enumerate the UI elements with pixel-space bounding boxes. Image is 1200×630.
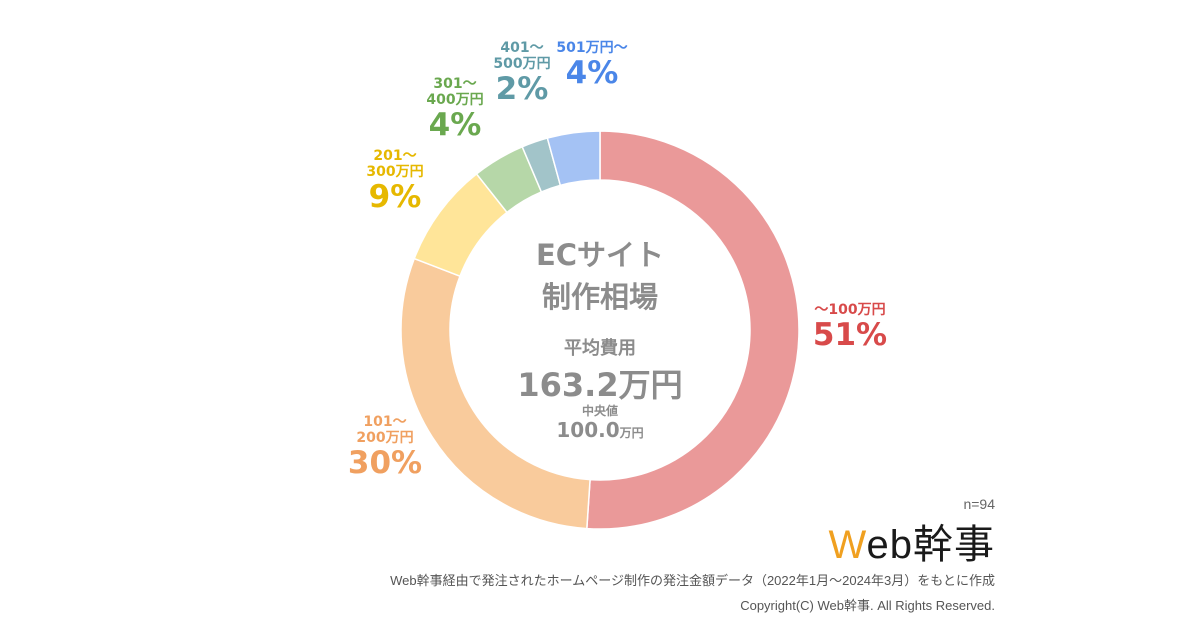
median-label: 中央値 (581, 404, 619, 418)
slice-label-4: 401〜 500万円 2% (493, 40, 550, 108)
slice-range2-2: 300万円 (366, 164, 424, 181)
footnote: Web幹事経由で発注されたホームページ制作の発注金額データ（2022年1月〜20… (390, 573, 995, 588)
average-label: 平均費用 (564, 338, 636, 359)
slice-0 (586, 130, 800, 530)
slice-label-0: 〜100万円 51% (813, 302, 887, 354)
brand-logo: Web幹事 (828, 512, 995, 570)
slice-range-1: 101〜 (363, 414, 407, 430)
slice-percent-0: 51% (812, 317, 888, 354)
median-number: 100.0 (556, 418, 620, 442)
slice-percent-2: 9% (368, 179, 422, 216)
slice-label-1: 101〜 200万円 30% (348, 414, 422, 482)
brand-logo-rest: eb幹事 (866, 523, 995, 567)
chart-title: ECサイト (535, 238, 665, 272)
slice-range-2: 201〜 (373, 148, 417, 164)
chart-subtitle: 制作相場 (541, 280, 659, 314)
slice-range-3: 301〜 (433, 76, 477, 92)
slice-range-5: 501万円〜 (556, 40, 628, 56)
brand-logo-w: W (828, 523, 867, 567)
slice-5 (546, 130, 601, 187)
slice-range-0: 〜100万円 (814, 302, 886, 318)
slice-range2-1: 200万円 (356, 430, 414, 447)
slice-percent-3: 4% (428, 107, 482, 144)
slice-range2-3: 400万円 (426, 92, 484, 109)
slice-label-3: 301〜 400万円 4% (426, 76, 483, 144)
median-unit: 万円 (619, 426, 644, 440)
slice-percent-4: 2% (495, 71, 549, 108)
median-value: 100.0万円 (556, 418, 643, 442)
slice-percent-1: 30% (347, 445, 423, 482)
slice-range2-4: 500万円 (493, 56, 551, 73)
copyright: Copyright(C) Web幹事. All Rights Reserved. (740, 598, 995, 613)
slice-label-2: 201〜 300万円 9% (366, 148, 423, 216)
average-value: 163.2万円 (517, 366, 683, 404)
slice-range-4: 401〜 (500, 40, 544, 56)
slice-label-5: 501万円〜 4% (556, 40, 627, 92)
sample-size: n=94 (963, 496, 995, 512)
slice-percent-5: 4% (565, 55, 619, 92)
